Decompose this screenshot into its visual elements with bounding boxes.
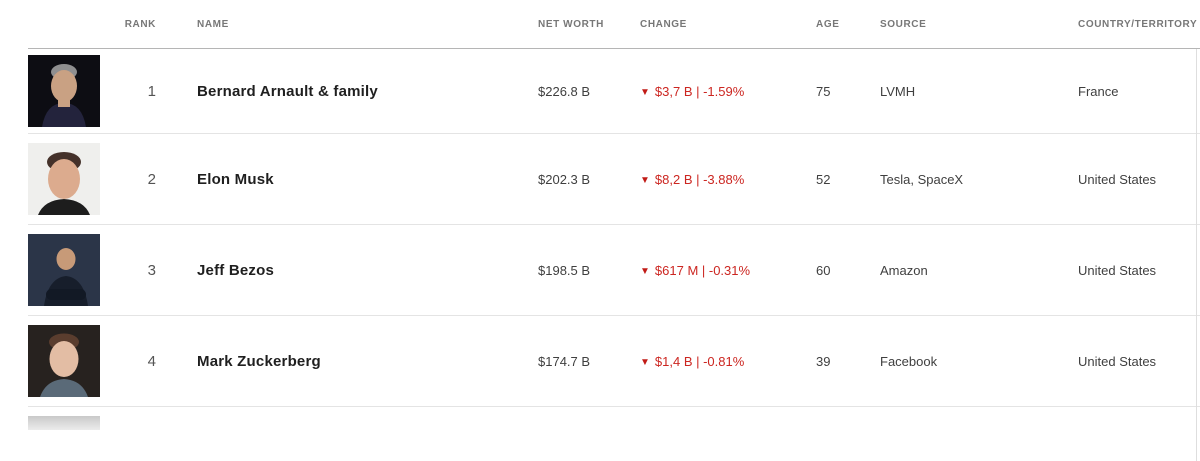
- table-row[interactable]: 3 Jeff Bezos $198.5 B ▼ $617 M | -0.31% 6…: [28, 225, 1200, 316]
- portrait-mark-zuckerberg-image: [28, 325, 100, 397]
- change-text: $3,7 B | -1.59%: [654, 83, 745, 99]
- column-header-age: Age: [816, 18, 840, 30]
- column-header-change: Change: [640, 18, 687, 30]
- table-row-partial[interactable]: [28, 407, 1200, 460]
- column-header-net-worth: Net Worth: [538, 18, 604, 30]
- age-value: 39: [816, 353, 831, 369]
- table-row[interactable]: 1 Bernard Arnault & family $226.8 B ▼ $3,…: [28, 49, 1200, 134]
- table-header-row: Rank Name Net Worth Change Age Source Co…: [28, 0, 1200, 49]
- portrait-bernard-arnault-image: [28, 55, 100, 127]
- down-triangle-icon: ▼: [640, 174, 650, 186]
- age-value: 52: [816, 171, 831, 187]
- country-value: United States: [1078, 262, 1157, 278]
- rank-value: 1: [147, 82, 156, 100]
- change-text: $617 M | -0.31%: [654, 262, 751, 278]
- portrait-loading-image: [28, 416, 100, 430]
- portrait-bernard-arnault: [28, 55, 100, 127]
- source-value: Facebook: [880, 353, 938, 369]
- down-triangle-icon: ▼: [640, 86, 650, 98]
- column-header-source: Source: [880, 18, 927, 30]
- table-row[interactable]: 4 Mark Zuckerberg $174.7 B ▼ $1,4 B | -0.…: [28, 316, 1200, 407]
- portrait-elon-musk: [28, 143, 100, 215]
- country-value: United States: [1078, 353, 1157, 369]
- change-text: $8,2 B | -3.88%: [654, 171, 745, 187]
- country-value: France: [1078, 83, 1119, 99]
- column-header-country: Country/Territory: [1078, 18, 1198, 30]
- portrait-mark-zuckerberg: [28, 325, 100, 397]
- source-value: Tesla, SpaceX: [880, 171, 964, 187]
- net-worth-value: $202.3 B: [538, 171, 591, 187]
- age-value: 75: [816, 83, 831, 99]
- rank-value: 3: [147, 261, 156, 279]
- age-value: 60: [816, 262, 831, 278]
- change-text: $1,4 B | -0.81%: [654, 353, 745, 369]
- down-triangle-icon: ▼: [640, 265, 650, 277]
- billionaire-name-link[interactable]: Elon Musk: [197, 170, 274, 188]
- column-header-rank: Rank: [124, 18, 156, 30]
- change-value: ▼ $3,7 B | -1.59%: [640, 84, 816, 99]
- portrait-jeff-bezos-image: [28, 234, 100, 306]
- net-worth-value: $174.7 B: [538, 353, 591, 369]
- source-value: Amazon: [880, 262, 928, 278]
- table-row[interactable]: 2 Elon Musk $202.3 B ▼ $8,2 B | -3.88% 52…: [28, 134, 1200, 225]
- net-worth-value: $226.8 B: [538, 83, 591, 99]
- net-worth-value: $198.5 B: [538, 262, 591, 278]
- rank-value: 4: [147, 352, 156, 370]
- change-value: ▼ $617 M | -0.31%: [640, 263, 816, 278]
- portrait-loading-placeholder: [28, 407, 100, 430]
- column-header-name: Name: [197, 18, 229, 30]
- change-value: ▼ $8,2 B | -3.88%: [640, 172, 816, 187]
- table-right-border: [1196, 49, 1197, 461]
- country-value: United States: [1078, 171, 1157, 187]
- billionaire-name-link[interactable]: Jeff Bezos: [197, 261, 275, 279]
- change-value: ▼ $1,4 B | -0.81%: [640, 354, 816, 369]
- billionaire-name-link[interactable]: Bernard Arnault & family: [197, 82, 378, 100]
- down-triangle-icon: ▼: [640, 356, 650, 368]
- rank-value: 2: [147, 170, 156, 188]
- billionaire-name-link[interactable]: Mark Zuckerberg: [197, 352, 321, 370]
- portrait-elon-musk-image: [28, 143, 100, 215]
- portrait-jeff-bezos: [28, 234, 100, 306]
- source-value: LVMH: [880, 83, 916, 99]
